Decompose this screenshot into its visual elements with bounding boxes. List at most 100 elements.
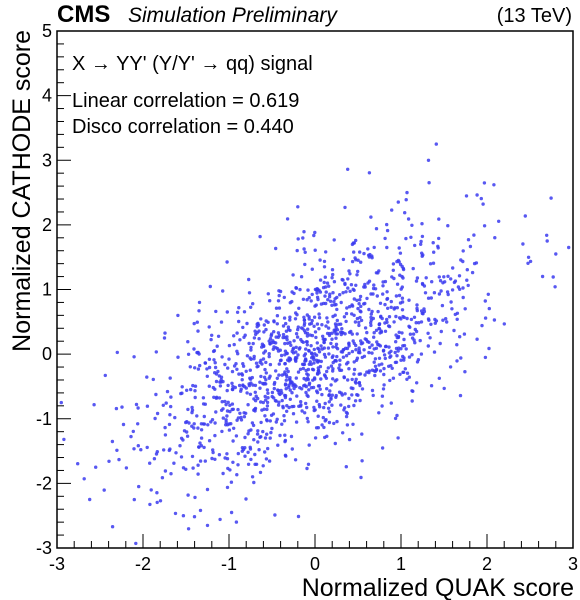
data-point: [403, 211, 407, 215]
data-point: [351, 422, 355, 426]
data-point: [253, 406, 258, 411]
data-point: [358, 315, 362, 320]
data-point: [236, 463, 240, 467]
data-point: [366, 253, 371, 257]
data-point: [215, 395, 219, 399]
data-point: [227, 343, 232, 348]
data-point: [225, 452, 229, 456]
data-point: [265, 432, 269, 436]
data-point: [210, 418, 215, 422]
data-point: [373, 373, 377, 378]
data-point: [461, 286, 465, 290]
data-point: [136, 422, 140, 426]
data-point: [173, 511, 178, 516]
data-point: [389, 305, 393, 309]
data-point: [266, 446, 270, 451]
data-point: [259, 400, 263, 404]
data-point: [309, 344, 313, 348]
data-point: [230, 387, 235, 392]
data-point: [259, 317, 263, 321]
data-point: [305, 405, 309, 410]
data-point: [314, 303, 318, 307]
data-point: [339, 300, 343, 305]
data-point: [249, 305, 253, 309]
data-point: [458, 393, 463, 398]
data-point: [526, 255, 531, 259]
data-point: [235, 473, 239, 477]
data-point: [236, 407, 240, 412]
data-point: [267, 352, 271, 356]
data-point: [311, 378, 315, 382]
x-tick-label: 2: [482, 554, 492, 574]
data-point: [225, 310, 229, 314]
y-tick-label: 5: [42, 21, 52, 41]
data-point: [429, 384, 434, 388]
data-point: [277, 293, 281, 298]
data-point: [377, 326, 381, 331]
data-point: [316, 287, 320, 292]
data-point: [432, 350, 437, 354]
data-point: [427, 318, 431, 322]
data-point: [290, 447, 294, 451]
data-point: [266, 292, 270, 296]
data-point: [305, 331, 310, 335]
data-point: [154, 392, 158, 397]
data-point: [132, 447, 136, 451]
data-point: [420, 234, 425, 239]
data-point: [299, 400, 303, 404]
data-point: [229, 480, 234, 484]
data-point: [280, 422, 284, 426]
data-point: [221, 416, 225, 420]
data-point: [317, 350, 322, 354]
data-point: [199, 444, 204, 448]
data-point: [448, 365, 453, 369]
data-point: [163, 469, 168, 473]
data-point: [217, 374, 221, 378]
data-point: [310, 318, 314, 323]
data-point: [266, 396, 270, 400]
data-point: [313, 330, 318, 334]
data-point: [234, 434, 239, 438]
data-point: [151, 377, 155, 382]
data-point: [169, 395, 173, 399]
data-point: [357, 372, 361, 376]
data-point: [401, 267, 406, 272]
data-point: [319, 377, 323, 381]
data-point: [383, 329, 388, 333]
data-point: [380, 446, 385, 450]
data-point: [348, 289, 352, 293]
data-point: [246, 403, 250, 407]
data-point: [292, 339, 296, 343]
data-point: [459, 258, 463, 262]
data-point: [184, 420, 188, 425]
data-point: [314, 335, 318, 340]
data-point: [262, 323, 266, 327]
data-point: [322, 425, 326, 430]
data-point: [229, 510, 234, 515]
data-point: [463, 307, 467, 311]
data-point: [325, 369, 329, 374]
data-point: [163, 331, 167, 335]
data-point: [184, 467, 188, 471]
data-point: [209, 337, 213, 342]
data-point: [334, 336, 338, 340]
data-point: [277, 373, 281, 377]
data-point: [277, 306, 282, 310]
data-point: [419, 352, 424, 356]
data-point: [338, 358, 342, 362]
data-point: [252, 336, 257, 340]
data-point: [363, 285, 367, 289]
data-point: [237, 383, 242, 388]
data-point: [414, 279, 419, 283]
data-point: [474, 261, 479, 265]
data-point: [226, 383, 230, 388]
data-point: [237, 306, 241, 310]
data-point: [395, 354, 399, 358]
data-point: [213, 365, 218, 370]
data-point: [384, 344, 388, 348]
data-point: [380, 394, 385, 398]
data-point: [261, 400, 265, 405]
data-point: [246, 450, 250, 454]
data-point: [191, 383, 195, 388]
data-point: [306, 367, 311, 372]
